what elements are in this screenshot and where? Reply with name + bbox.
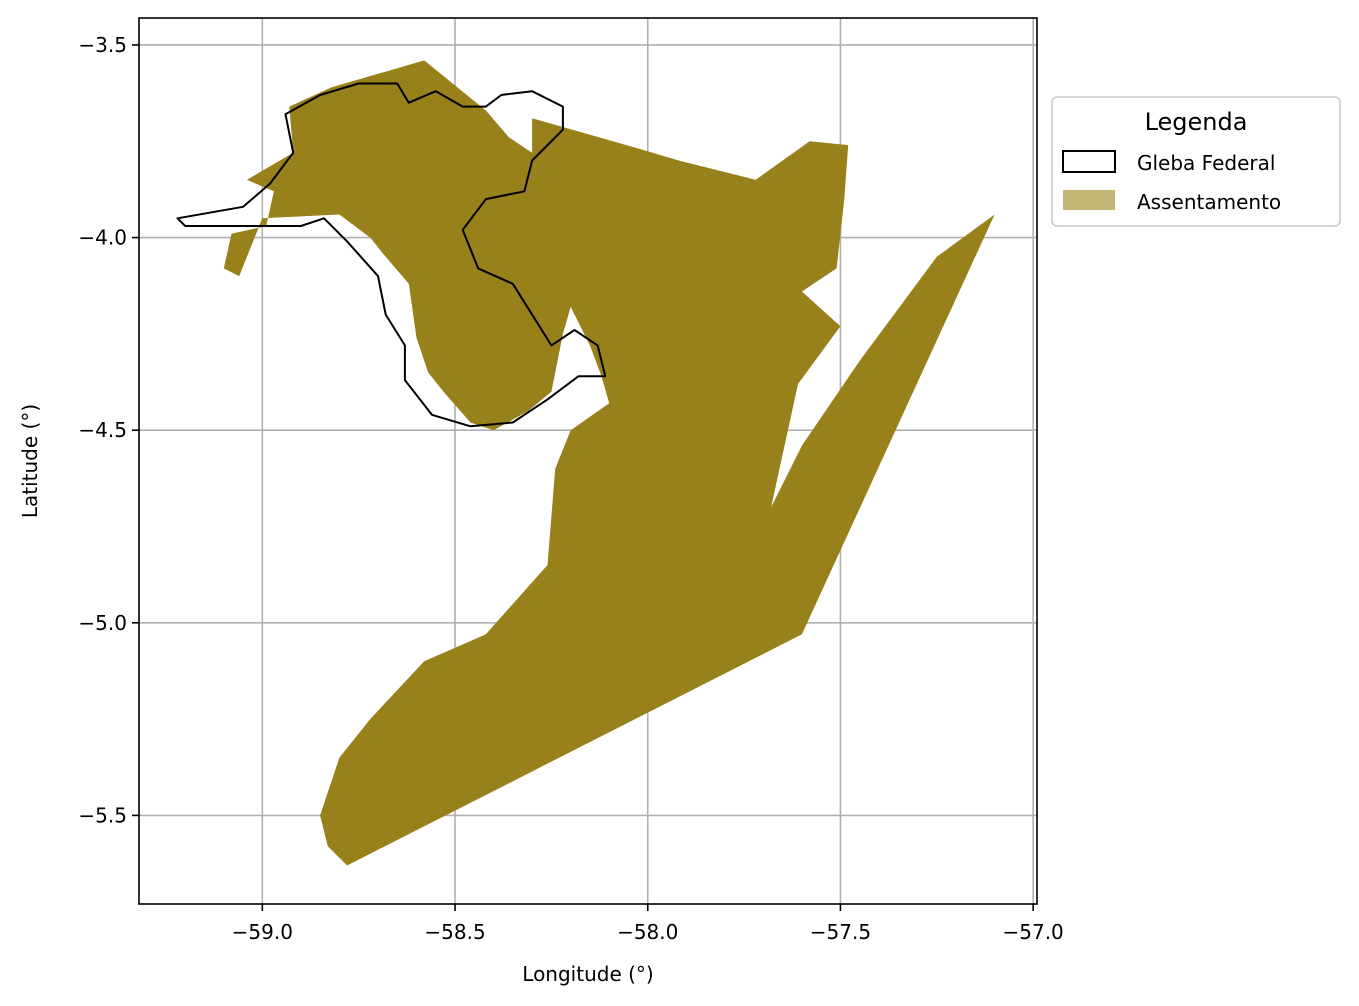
y-tick-label: −3.5 xyxy=(78,33,127,57)
assentamento-layer xyxy=(223,60,995,866)
legend-swatch-gleba-federal xyxy=(1062,150,1116,173)
y-tick-label: −5.5 xyxy=(78,803,127,827)
x-ticks: −59.0 −58.5 −58.0 −57.5 −57.0 xyxy=(232,904,1064,944)
x-tick-label: −57.5 xyxy=(810,920,871,944)
legend-label-assentamento: Assentamento xyxy=(1137,190,1281,214)
y-axis-label: Latitude (°) xyxy=(18,404,42,518)
y-tick-label: −5.0 xyxy=(78,611,127,635)
x-tick-label: −58.0 xyxy=(617,920,678,944)
x-tick-label: −59.0 xyxy=(232,920,293,944)
gleba-federal-polygon xyxy=(176,82,607,428)
legend-frame xyxy=(1051,96,1341,227)
plot-frame xyxy=(138,17,1038,905)
legend-label-gleba-federal: Gleba Federal xyxy=(1137,151,1275,175)
y-tick-label: −4.0 xyxy=(78,226,127,250)
legend: Legenda Gleba Federal Assentamento xyxy=(1051,96,1341,227)
y-tick-label: −4.5 xyxy=(78,418,127,442)
x-axis-label: Longitude (°) xyxy=(522,962,653,986)
legend-swatch-assentamento xyxy=(1063,190,1115,210)
gleba-federal-layer xyxy=(176,82,607,428)
y-ticks: −3.5 −4.0 −4.5 −5.0 −5.5 xyxy=(78,33,139,827)
x-tick-label: −58.5 xyxy=(424,920,485,944)
assentamento-polygon xyxy=(223,60,995,866)
legend-title: Legenda xyxy=(1145,108,1248,136)
x-tick-label: −57.0 xyxy=(1002,920,1063,944)
